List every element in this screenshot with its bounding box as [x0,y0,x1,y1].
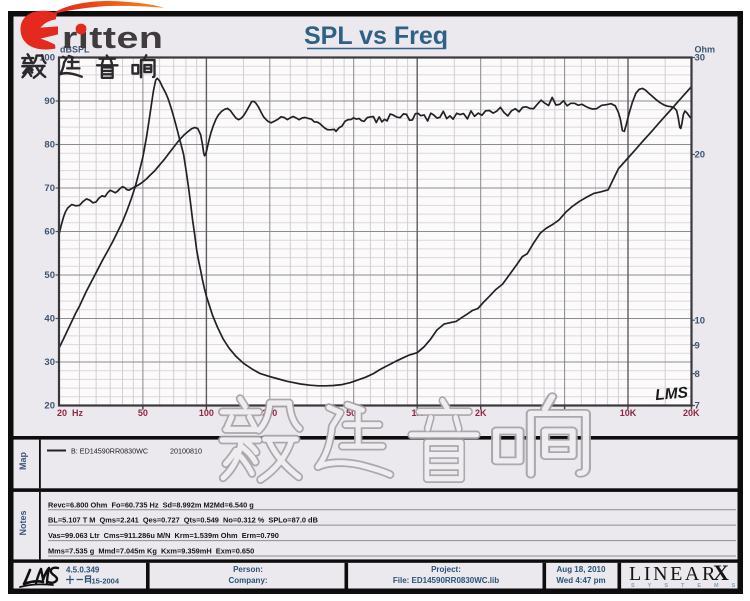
svg-text:Ohm: Ohm [695,45,716,55]
svg-text:40: 40 [44,314,55,325]
svg-text:50: 50 [44,270,55,281]
svg-text:File: ED14590RR0830WC.lib: File: ED14590RR0830WC.lib [393,576,499,585]
svg-text:50: 50 [138,408,148,418]
svg-text:60: 60 [44,227,55,238]
svg-text:80: 80 [44,140,55,151]
svg-text:dBSPL: dBSPL [60,45,90,55]
svg-text:Vas=99.063 Ltr Cms=911.286u M: Vas=99.063 Ltr Cms=911.286u M/N Krm=1.53… [48,531,279,540]
svg-text:Aug 18, 2010: Aug 18, 2010 [557,565,606,574]
svg-text:30: 30 [695,53,706,64]
svg-text:8: 8 [695,369,700,380]
svg-text:BL=5.107 T M Qms=2.241 Qes=0: BL=5.107 T M Qms=2.241 Qes=0.727 Qts=0.5… [48,516,318,525]
svg-text:20100810: 20100810 [170,447,202,456]
svg-text:20K: 20K [683,408,700,418]
svg-text:100: 100 [199,408,214,418]
svg-text:90: 90 [44,96,55,107]
svg-text:Person:: Person: [233,565,263,574]
svg-text:Wed 4:47 pm: Wed 4:47 pm [556,576,605,585]
svg-text:15-2004: 15-2004 [92,577,120,586]
svg-text:100: 100 [39,53,55,64]
svg-text:2K: 2K [475,408,487,418]
svg-text:10: 10 [695,315,706,326]
svg-text:Project:: Project: [431,565,461,574]
svg-text:30: 30 [44,357,55,368]
svg-text:LMS: LMS [655,384,690,404]
svg-text:SPL vs Freq: SPL vs Freq [304,22,448,50]
svg-text:Map: Map [18,451,28,470]
svg-text:500: 500 [346,408,361,418]
svg-text:X: X [713,560,729,585]
svg-text:20: 20 [44,401,55,412]
svg-text:10K: 10K [620,408,637,418]
svg-text:20: 20 [695,150,706,161]
svg-text:20 Hz: 20 Hz [57,408,84,418]
svg-text:B: ED14590RR0830WC: B: ED14590RR0830WC [71,447,148,456]
svg-text:9: 9 [695,341,700,352]
svg-text:70: 70 [44,183,55,194]
svg-text:SYSTEMS: SYSTEMS [631,583,748,589]
svg-text:Company:: Company: [228,576,267,585]
svg-text:Mms=7.535 g Mmd=7.045m Kg Kx: Mms=7.535 g Mmd=7.045m Kg Kxm=9.359mH Ex… [48,547,254,556]
svg-text:7: 7 [695,401,700,412]
svg-text:Notes: Notes [18,510,28,535]
svg-text:Revc=6.800 Ohm Fo=60.735 Hz: Revc=6.800 Ohm Fo=60.735 Hz Sd=8.992m M2… [48,500,254,509]
svg-text:4.5.0.349: 4.5.0.349 [66,566,100,575]
svg-text:LINEAR: LINEAR [629,563,718,585]
